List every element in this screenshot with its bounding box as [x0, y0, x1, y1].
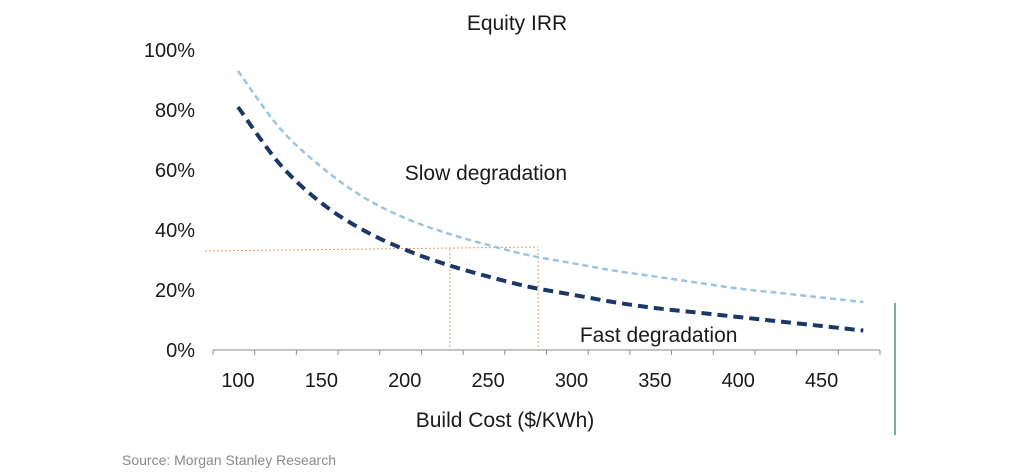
reference-horizontal-line: [204, 246, 539, 252]
x-axis-title: Build Cost ($/KWh): [416, 409, 595, 432]
x-tick-label: 350: [638, 370, 671, 392]
series-lines: [236, 70, 864, 333]
source-note: Source: Morgan Stanley Research: [122, 452, 336, 468]
x-tick-label: 450: [805, 370, 838, 392]
y-tick-label: 40%: [155, 220, 195, 242]
x-tick-label: 150: [305, 370, 338, 392]
series-line-fast-degradation: [236, 105, 864, 333]
x-axis: 100 150 200 250 300 350 400 450: [212, 349, 881, 392]
y-tick-label: 80%: [155, 100, 195, 122]
y-tick-label: 100%: [144, 40, 195, 62]
series-annotation: Fast degradation: [580, 324, 738, 347]
x-tick-label: 400: [722, 370, 755, 392]
x-tick-label: 250: [471, 370, 504, 392]
y-tick-label: 60%: [155, 160, 195, 182]
reference-lines: [204, 246, 539, 350]
x-tick-label: 300: [555, 370, 588, 392]
y-tick-label: 20%: [155, 280, 195, 302]
chart-title: Equity IRR: [467, 12, 567, 35]
x-tick-label: 100: [221, 370, 254, 392]
series-annotation: Slow degradation: [405, 162, 567, 185]
x-tick-label: 200: [388, 370, 421, 392]
y-tick-label: 0%: [166, 340, 195, 362]
annotations: Slow degradation Fast degradation: [405, 162, 738, 347]
series-line-slow-degradation: [236, 70, 864, 304]
y-axis-labels: 0% 20% 40% 60% 80% 100%: [144, 40, 195, 362]
